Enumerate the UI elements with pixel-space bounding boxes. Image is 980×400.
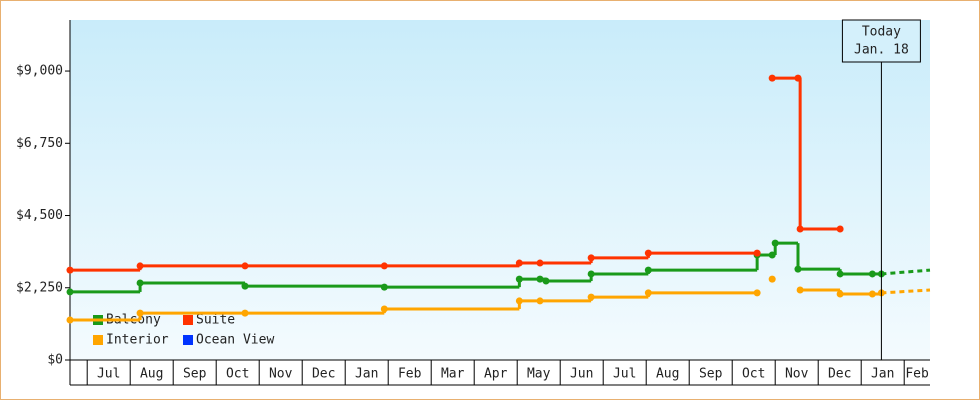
point: [836, 290, 844, 298]
x-tick-label: Sep: [699, 367, 723, 382]
point: [536, 275, 544, 283]
x-tick-label: Jan: [355, 367, 378, 382]
x-tick-label: Feb: [905, 367, 929, 382]
forecast-line: [881, 268, 931, 276]
x-tick-label: Aug: [656, 367, 679, 382]
point: [66, 316, 74, 324]
point: [836, 225, 844, 233]
today-box: [841, 19, 921, 63]
point: [515, 297, 523, 305]
x-tick-label: Oct: [742, 367, 765, 382]
x-tick-label: Sep: [183, 367, 207, 382]
point: [587, 270, 595, 278]
point: [542, 277, 550, 285]
y-tick-label: $4,500: [16, 208, 63, 223]
forecast-line: [881, 288, 931, 295]
point: [66, 288, 74, 296]
x-tick-label: Mar: [441, 367, 465, 382]
point: [836, 270, 844, 278]
point: [241, 282, 249, 290]
y-tick-label: $6,750: [16, 136, 63, 151]
point: [136, 262, 144, 270]
x-tick-label: Aug: [140, 367, 163, 382]
x-tick-label: Dec: [312, 367, 335, 382]
point: [644, 266, 652, 274]
point: [587, 293, 595, 301]
point: [794, 74, 802, 82]
point: [644, 289, 652, 297]
point: [644, 249, 652, 257]
legend-swatch: [93, 335, 103, 345]
point: [136, 279, 144, 287]
point: [66, 266, 74, 274]
x-tick-label: May: [527, 367, 551, 382]
point: [768, 251, 776, 259]
x-tick-label: Jul: [613, 367, 636, 382]
legend-label: Interior: [106, 333, 169, 348]
x-tick-label: Jan: [871, 367, 894, 382]
y-tick-label: $0: [47, 353, 63, 368]
point: [241, 309, 249, 317]
point: [768, 275, 776, 283]
point: [536, 297, 544, 305]
x-tick-label: Nov: [269, 367, 293, 382]
x-tick-label: Oct: [226, 367, 249, 382]
legend-label: Ocean View: [196, 333, 274, 348]
point: [587, 254, 595, 262]
x-tick-label: Nov: [785, 367, 809, 382]
point: [868, 270, 876, 278]
point: [796, 286, 804, 294]
x-tick-label: Jul: [97, 367, 120, 382]
point: [753, 289, 761, 297]
y-tick-label: $9,000: [16, 64, 63, 79]
y-tick-label: $2,250: [16, 280, 63, 295]
point: [796, 225, 804, 233]
point: [380, 262, 388, 270]
point: [136, 309, 144, 317]
point: [868, 290, 876, 298]
point: [794, 265, 802, 273]
point: [753, 249, 761, 257]
x-tick-label: Feb: [398, 367, 422, 382]
x-tick-label: Dec: [828, 367, 851, 382]
point: [536, 259, 544, 267]
point: [771, 239, 779, 247]
point: [768, 74, 776, 82]
point: [380, 283, 388, 291]
legend-swatch: [183, 335, 193, 345]
today-date: Jan. 18: [854, 43, 909, 58]
point: [241, 262, 249, 270]
x-tick-label: Apr: [484, 367, 508, 382]
point: [515, 259, 523, 267]
point: [515, 275, 523, 283]
legend-swatch: [183, 315, 193, 325]
x-tick-label: Jun: [570, 367, 593, 382]
legend-label: Suite: [196, 313, 235, 328]
today-label: Today: [862, 25, 901, 40]
point: [380, 305, 388, 313]
